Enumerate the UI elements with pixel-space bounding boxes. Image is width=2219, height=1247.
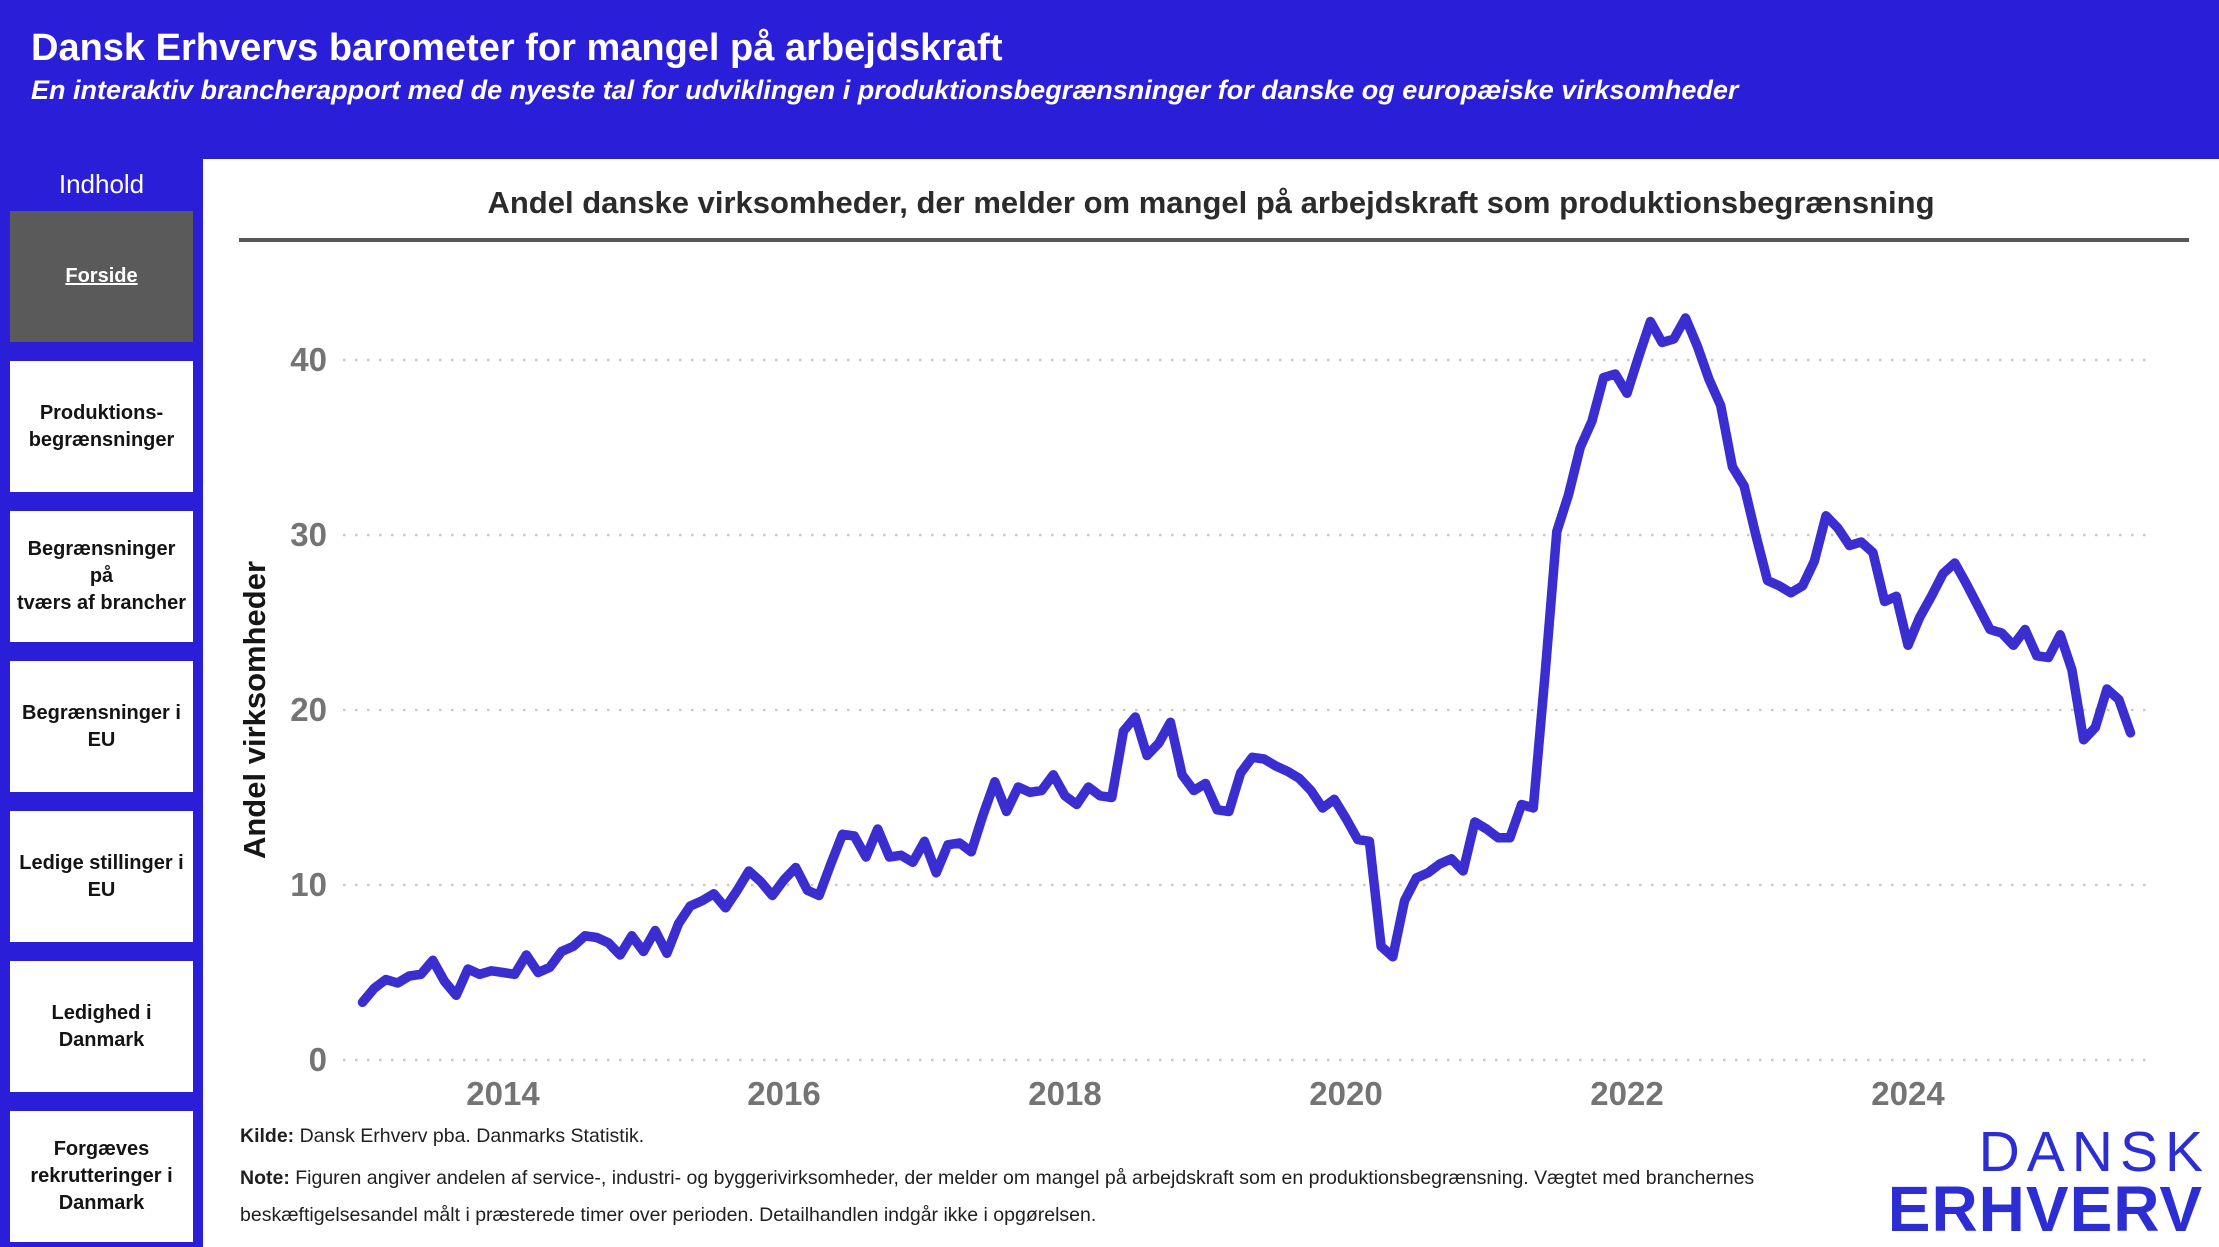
note-line: Note: Figuren angiver andelen af service… — [240, 1160, 1895, 1234]
sidebar-item-begraensninger-tvaers-brancher[interactable]: Begrænsninger på tværs af brancher — [10, 511, 193, 642]
sidebar-item-begraensninger-eu[interactable]: Begrænsninger i EU — [10, 661, 193, 792]
sidebar: Indhold Forside Produktions- begrænsninge… — [0, 159, 203, 1247]
dansk-erhverv-logo: DANSK ERHVERV — [1887, 1124, 2203, 1245]
source-label: Kilde: — [240, 1125, 295, 1147]
sidebar-item-ledighed-danmark[interactable]: Ledighed i Danmark — [10, 961, 193, 1092]
x-tick-label: 2022 — [1590, 1075, 1663, 1112]
sidebar-item-produktionsbegraensninger[interactable]: Produktions- begrænsninger — [10, 361, 193, 492]
sidebar-nav: Forside Produktions- begrænsninger Begræns… — [0, 211, 203, 1242]
title-divider — [239, 238, 2189, 242]
note-text: Figuren angiver andelen af service-, ind… — [240, 1167, 1755, 1226]
x-tick-label: 2018 — [1028, 1075, 1101, 1112]
logo-word-dansk: DANSK — [1978, 1120, 2210, 1184]
y-tick-label: 0 — [309, 1041, 327, 1078]
x-tick-label: 2020 — [1309, 1075, 1382, 1112]
y-axis-title: Andel virksomheder — [237, 561, 272, 859]
x-tick-label: 2016 — [747, 1075, 820, 1112]
x-tick-label: 2014 — [466, 1075, 540, 1112]
x-tick-label: 2024 — [1871, 1075, 1945, 1112]
note-label: Note: — [240, 1167, 290, 1189]
chart-title: Andel danske virksomheder, der melder om… — [487, 185, 1935, 220]
source-text: Dansk Erhverv pba. Danmarks Statistik. — [299, 1125, 645, 1147]
report-subtitle: En interaktiv brancherapport med de nyes… — [31, 75, 1739, 105]
logo-word-erhverv: ERHVERV — [1887, 1173, 2203, 1245]
sidebar-item-forside[interactable]: Forside — [10, 211, 193, 342]
y-tick-label: 30 — [290, 516, 327, 553]
data-line — [357, 313, 2136, 1008]
y-tick-label: 20 — [290, 691, 327, 728]
y-tick-label: 40 — [290, 341, 327, 378]
source-line: Kilde: Dansk Erhverv pba. Danmarks Stati… — [240, 1123, 644, 1149]
sidebar-item-ledige-stillinger-eu[interactable]: Ledige stillinger i EU — [10, 811, 193, 942]
report-header: Dansk Erhvervs barometer for mangel på a… — [0, 0, 2219, 159]
y-tick-label: 10 — [290, 866, 327, 903]
chart-panel: Andel danske virksomheder, der melder om… — [203, 159, 2219, 1247]
sidebar-item-forgaeves-rekrutteringer-danmark[interactable]: Forgæves rekrutteringer i Danmark — [10, 1111, 193, 1242]
line-chart: 0 10 20 30 40 2014 2016 2018 2020 2022 2024 Andel v… — [237, 313, 2155, 1112]
report-title: Dansk Erhvervs barometer for mangel på a… — [31, 27, 1003, 69]
sidebar-heading: Indhold — [58, 169, 145, 199]
